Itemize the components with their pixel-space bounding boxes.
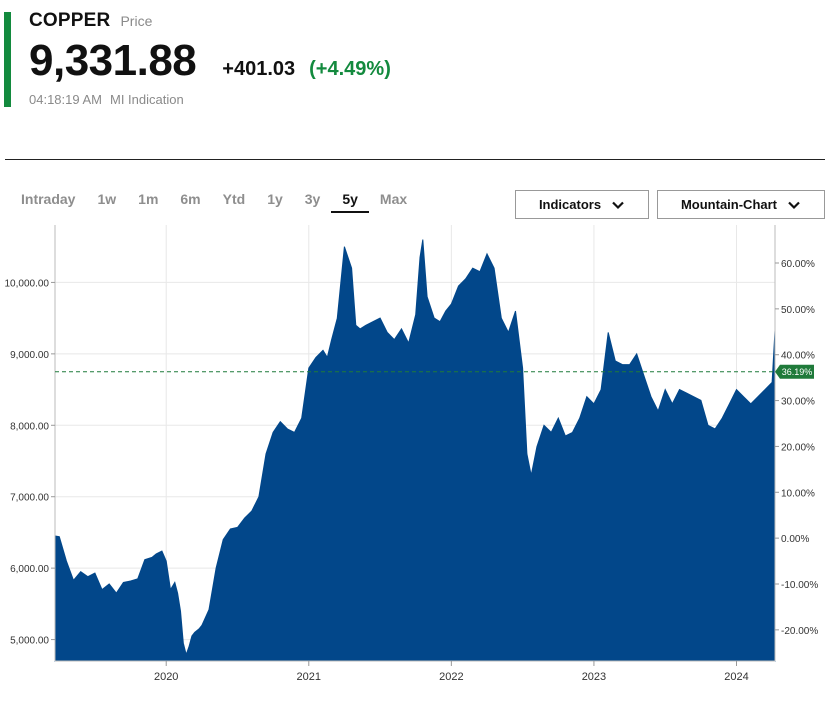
y-tick-label-right: 20.00% xyxy=(781,442,815,453)
y-tick-label-left: 6,000.00 xyxy=(10,564,49,575)
y-tick-label-right: 10.00% xyxy=(781,488,815,499)
tab-intraday[interactable]: Intraday xyxy=(21,191,76,207)
tab-max[interactable]: Max xyxy=(379,191,408,207)
x-tick-label: 2023 xyxy=(582,671,606,683)
y-tick-label-left: 9,000.00 xyxy=(10,350,49,361)
y-tick-label-right: -20.00% xyxy=(781,626,818,637)
indicators-label: Indicators xyxy=(538,197,602,212)
instrument-name: COPPER xyxy=(29,10,111,31)
y-tick-label-right: 50.00% xyxy=(781,305,815,316)
y-tick-label-right: 40.00% xyxy=(781,351,815,362)
reference-badge-label: 36.19% xyxy=(782,367,813,377)
y-tick-label-right: 30.00% xyxy=(781,397,815,408)
chevron-down-icon xyxy=(612,201,624,209)
price-change-percent: (+4.49%) xyxy=(309,58,391,80)
y-tick-label-right: 60.00% xyxy=(781,259,815,270)
accent-bar xyxy=(4,12,11,107)
header-divider xyxy=(5,159,825,160)
x-tick-label: 2020 xyxy=(154,671,178,683)
range-tabs: Intraday 1w 1m 6m Ytd 1y 3y 5y Max xyxy=(10,186,418,218)
chevron-down-icon xyxy=(788,201,800,209)
indicators-dropdown[interactable]: Indicators xyxy=(515,190,649,219)
x-tick-label: 2022 xyxy=(439,671,463,683)
tab-3y[interactable]: 3y xyxy=(304,191,321,207)
y-tick-label-left: 8,000.00 xyxy=(10,421,49,432)
tab-ytd[interactable]: Ytd xyxy=(222,191,246,207)
chart-mode-label: Mountain-Chart xyxy=(680,197,778,212)
y-tick-label-left: 7,000.00 xyxy=(10,493,49,504)
tab-1y[interactable]: 1y xyxy=(267,191,283,207)
x-tick-label: 2024 xyxy=(724,671,748,683)
y-tick-label-left: 10,000.00 xyxy=(5,278,50,289)
price-chart[interactable]: 5,000.00 6,000.00 7,000.00 8,000.00 9,000.00… xyxy=(0,225,834,702)
tab-5y[interactable]: 5y xyxy=(331,186,369,213)
price-change: +401.03 xyxy=(222,58,296,80)
quote-header: COPPER Price 9,331.88 +401.03 (+4.49%) 0… xyxy=(29,10,391,107)
last-price: 9,331.88 xyxy=(29,36,197,85)
x-tick-label: 2021 xyxy=(297,671,321,683)
y-tick-label-right: 0.00% xyxy=(781,534,809,545)
y-tick-label-left: 5,000.00 xyxy=(10,636,49,647)
tab-6m[interactable]: 6m xyxy=(180,191,201,207)
quote-source: MI Indication xyxy=(110,92,184,107)
tab-1w[interactable]: 1w xyxy=(97,191,117,207)
tab-1m[interactable]: 1m xyxy=(138,191,159,207)
reference-badge xyxy=(775,364,814,379)
quote-time: 04:18:19 AM xyxy=(29,92,102,107)
instrument-subtitle: Price xyxy=(120,13,153,29)
y-tick-label-right: -10.00% xyxy=(781,580,818,591)
price-area-series xyxy=(54,239,776,662)
chart-mode-dropdown[interactable]: Mountain-Chart xyxy=(657,190,825,219)
